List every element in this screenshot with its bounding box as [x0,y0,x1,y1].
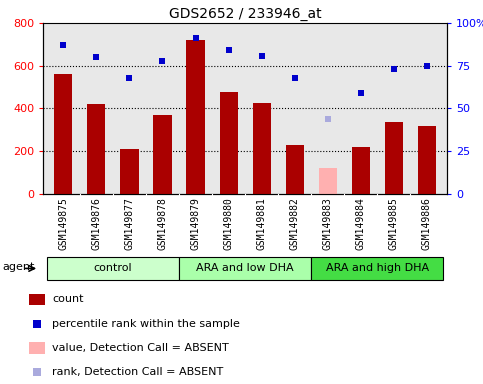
Bar [154,115,171,194]
Bar [29,342,45,354]
Text: ARA and low DHA: ARA and low DHA [196,263,294,273]
Bar [179,257,311,280]
Text: GSM149875: GSM149875 [58,197,68,250]
Bar [418,126,436,194]
Text: GSM149884: GSM149884 [356,197,366,250]
Text: GSM149879: GSM149879 [190,197,200,250]
Title: GDS2652 / 233946_at: GDS2652 / 233946_at [169,7,321,21]
Bar [120,149,139,194]
Bar [285,145,304,194]
Text: count: count [53,294,84,305]
Bar [47,257,179,280]
Text: rank, Detection Call = ABSENT: rank, Detection Call = ABSENT [53,367,224,377]
Text: percentile rank within the sample: percentile rank within the sample [53,318,240,329]
Bar [54,74,72,194]
Bar [352,147,370,194]
Text: value, Detection Call = ABSENT: value, Detection Call = ABSENT [53,343,229,353]
Bar [385,122,403,194]
Text: GSM149877: GSM149877 [125,197,134,250]
Text: GSM149885: GSM149885 [389,197,399,250]
Bar [253,103,271,194]
Bar [219,93,238,194]
Text: control: control [94,263,132,273]
Bar [319,168,337,194]
Text: agent: agent [2,262,35,272]
Bar [87,104,105,194]
Text: GSM149880: GSM149880 [224,197,234,250]
Bar [186,40,205,194]
Text: GSM149886: GSM149886 [422,197,432,250]
Text: GSM149881: GSM149881 [256,197,267,250]
Text: ARA and high DHA: ARA and high DHA [326,263,429,273]
Bar [311,257,443,280]
Bar [29,293,45,305]
Text: GSM149878: GSM149878 [157,197,168,250]
Text: GSM149876: GSM149876 [91,197,101,250]
Text: GSM149883: GSM149883 [323,197,333,250]
Text: GSM149882: GSM149882 [290,197,300,250]
